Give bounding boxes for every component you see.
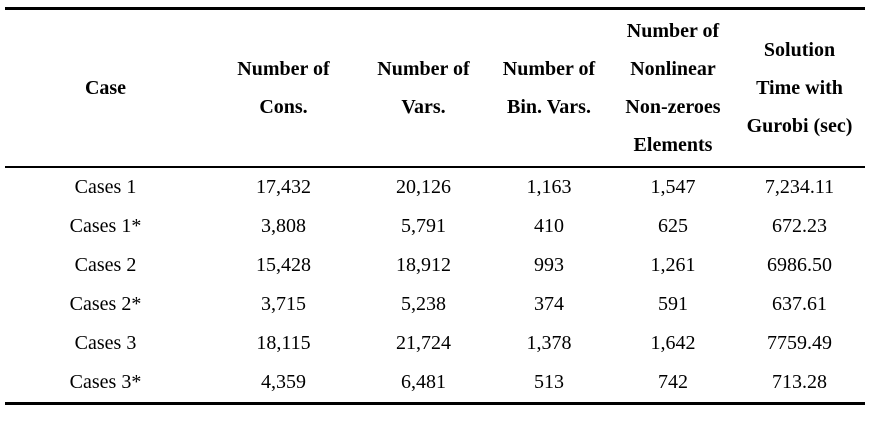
table-row: Cases 1* 3,808 5,791 410 625 672.23 [5,207,865,246]
header-row: Case Number of Cons. Number of Vars. Num… [5,9,865,168]
cell-cons: 4,359 [261,371,306,393]
cell-nonlinear: 742 [658,371,688,393]
header-line: Vars. [401,96,446,118]
cell-vars: 6,481 [401,371,446,393]
column-header-nonlinear-nonzeroes: Number of Nonlinear Non-zeroes Elements [612,9,734,168]
cell-nonlinear: 1,261 [650,254,696,276]
cell-solution-time: 672.23 [772,215,827,237]
header-line: Time with [756,77,843,99]
cell-case: Cases 2* [69,293,142,315]
table-row: Cases 2* 3,715 5,238 374 591 637.61 [5,285,865,324]
cell-vars: 5,238 [401,293,446,315]
cell-vars: 21,724 [396,332,451,354]
cell-solution-time: 713.28 [772,371,827,393]
column-header-solution-time: Solution Time with Gurobi (sec) [734,9,865,168]
header-line: Solution [763,39,836,61]
cell-case: Cases 2 [74,254,137,276]
cell-solution-time: 7,234.11 [764,176,835,198]
header-line: Non-zeroes [625,96,721,118]
results-table-container: Case Number of Cons. Number of Vars. Num… [5,7,867,405]
cell-nonlinear: 1,547 [650,176,696,198]
header-line: Bin. Vars. [507,96,591,118]
header-line: Cons. [259,96,308,118]
column-header-case: Case [5,9,206,168]
cell-cons: 18,115 [256,332,311,354]
cell-bin-vars: 1,163 [526,176,572,198]
table-row: Cases 2 15,428 18,912 993 1,261 6986.50 [5,246,865,285]
header-line: Number of [626,20,720,42]
header-line: Nonlinear [630,58,716,80]
column-header-cons: Number of Cons. [206,9,361,168]
cell-bin-vars: 374 [534,293,564,315]
cell-cons: 3,715 [261,293,306,315]
cell-solution-time: 6986.50 [767,254,832,276]
cell-case: Cases 1 [74,176,137,198]
cell-solution-time: 637.61 [772,293,827,315]
cell-nonlinear: 591 [658,293,688,315]
cell-nonlinear: 1,642 [650,332,696,354]
header-line: Number of [502,58,596,80]
table-body: Cases 1 17,432 20,126 1,163 1,547 7,234.… [5,167,865,404]
header-line: Number of [377,58,470,80]
cell-vars: 5,791 [401,215,446,237]
cell-case: Cases 3* [69,371,142,393]
results-table: Case Number of Cons. Number of Vars. Num… [5,7,865,405]
cell-bin-vars: 993 [534,254,564,276]
header-line: Gurobi (sec) [746,115,853,137]
cell-cons: 17,432 [256,176,311,198]
cell-case: Cases 1* [69,215,142,237]
header-line: Number of [237,58,330,80]
cell-cons: 3,808 [261,215,306,237]
column-header-bin-vars: Number of Bin. Vars. [486,9,612,168]
table-row: Cases 1 17,432 20,126 1,163 1,547 7,234.… [5,167,865,207]
cell-solution-time: 7759.49 [767,332,832,354]
cell-vars: 20,126 [396,176,451,198]
header-line: Elements [633,134,713,156]
table-header: Case Number of Cons. Number of Vars. Num… [5,9,865,168]
table-row: Cases 3* 4,359 6,481 513 742 713.28 [5,363,865,404]
cell-bin-vars: 513 [534,371,564,393]
cell-bin-vars: 1,378 [526,332,572,354]
table-row: Cases 3 18,115 21,724 1,378 1,642 7759.4… [5,324,865,363]
cell-vars: 18,912 [396,254,451,276]
cell-case: Cases 3 [74,332,137,354]
cell-cons: 15,428 [256,254,311,276]
cell-nonlinear: 625 [658,215,688,237]
header-line: Case [84,77,127,99]
cell-bin-vars: 410 [534,215,564,237]
column-header-vars: Number of Vars. [361,9,486,168]
